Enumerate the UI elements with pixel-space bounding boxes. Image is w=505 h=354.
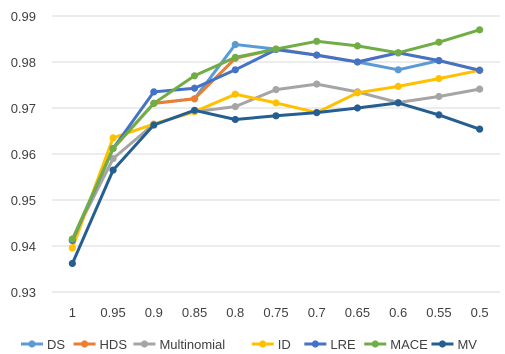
legend-label: LRE: [330, 337, 356, 352]
legend-item-hds: HDS: [73, 337, 128, 352]
data-point: [150, 88, 158, 96]
data-point: [231, 115, 239, 124]
legend-label: Multinomial: [159, 337, 225, 352]
data-point: [68, 235, 76, 243]
data-point: [190, 106, 199, 114]
x-tick-label: 0.8: [226, 305, 244, 320]
legend-item-mace: MACE: [364, 337, 428, 352]
x-tick-label: 0.95: [100, 305, 125, 320]
y-tick-label: 0.99: [11, 9, 36, 24]
data-point: [313, 109, 321, 117]
data-point: [476, 26, 484, 34]
data-point: [353, 58, 362, 66]
y-tick-label: 0.97: [11, 101, 36, 116]
data-point: [109, 166, 117, 174]
data-point: [272, 112, 280, 120]
series-line: [71, 28, 481, 240]
data-point: [435, 38, 443, 46]
data-point: [272, 99, 280, 107]
data-point: [231, 103, 239, 111]
data-point: [435, 57, 443, 65]
data-point: [68, 259, 76, 268]
legend-label: ID: [278, 337, 291, 352]
series-line: [70, 68, 480, 249]
legend-item-mv: MV: [431, 337, 477, 352]
legend-label: DS: [47, 337, 65, 352]
data-point: [435, 111, 443, 119]
legend: DS HDS Multinomial ID LRE MACE MV: [20, 337, 477, 352]
series-line: [71, 48, 480, 242]
data-point: [109, 134, 117, 142]
data-point: [231, 40, 239, 49]
legend-label: MACE: [390, 337, 428, 352]
legend-item-multinomial: Multinomial: [133, 337, 225, 352]
y-tick-label: 0.94: [11, 239, 36, 254]
legend-marker: [80, 340, 89, 348]
data-point: [231, 66, 239, 74]
data-point: [272, 86, 280, 94]
data-point: [272, 45, 280, 53]
data-point: [476, 85, 484, 93]
data-point: [313, 37, 321, 45]
legend-label: HDS: [100, 337, 128, 352]
x-tick-label: 1: [69, 305, 76, 320]
x-tick-label: 0.85: [182, 305, 207, 320]
legend-marker: [311, 340, 319, 348]
legend-item-id: ID: [251, 337, 291, 352]
x-tick-label: 0.6: [389, 305, 407, 320]
x-tick-label: 0.65: [345, 305, 370, 320]
legend-label: MV: [457, 337, 477, 352]
legend-marker: [28, 340, 36, 348]
data-point: [190, 72, 199, 80]
y-tick-label: 0.95: [11, 193, 36, 208]
x-tick-label: 0.55: [426, 305, 451, 320]
series-lines: [68, 26, 484, 268]
data-point: [190, 95, 199, 103]
legend-marker: [259, 340, 267, 348]
data-point: [476, 125, 484, 133]
data-point: [394, 99, 402, 107]
data-point: [435, 74, 443, 83]
series-mv: [68, 99, 484, 268]
data-point: [68, 244, 76, 252]
x-tick-label: 0.9: [145, 305, 163, 320]
data-point: [231, 90, 239, 98]
y-axis: 0.93 0.94 0.95 0.96 0.97 0.98 0.99: [11, 9, 36, 300]
data-point: [476, 66, 484, 74]
x-tick-label: 0.7: [308, 305, 326, 320]
data-point: [353, 89, 362, 97]
data-point: [394, 49, 402, 57]
data-point: [190, 84, 199, 92]
data-point: [150, 99, 158, 107]
legend-marker: [140, 340, 149, 348]
x-tick-label: 0.5: [471, 305, 489, 320]
data-point: [353, 42, 362, 50]
x-axis: 1 0.95 0.9 0.85 0.8 0.75 0.7 0.65 0.6 0.55 0.5: [69, 305, 489, 320]
series-line: [71, 47, 480, 242]
y-tick-label: 0.96: [11, 147, 36, 162]
data-point: [313, 80, 321, 88]
data-point: [353, 104, 362, 112]
legend-item-lre: LRE: [304, 337, 356, 352]
x-tick-label: 0.75: [263, 305, 288, 320]
y-tick-label: 0.98: [11, 55, 36, 70]
legend-item-ds: DS: [20, 337, 65, 352]
data-point: [313, 51, 321, 59]
series-mace: [68, 26, 484, 243]
y-tick-label: 0.93: [11, 285, 36, 300]
data-point: [394, 66, 402, 74]
data-point: [435, 92, 443, 101]
data-point: [150, 121, 158, 129]
data-point: [231, 53, 239, 62]
legend-marker: [371, 340, 379, 348]
data-point: [394, 82, 402, 90]
data-point: [109, 144, 117, 153]
legend-marker: [438, 340, 447, 348]
data-point: [109, 155, 117, 163]
series-id: [68, 66, 484, 252]
